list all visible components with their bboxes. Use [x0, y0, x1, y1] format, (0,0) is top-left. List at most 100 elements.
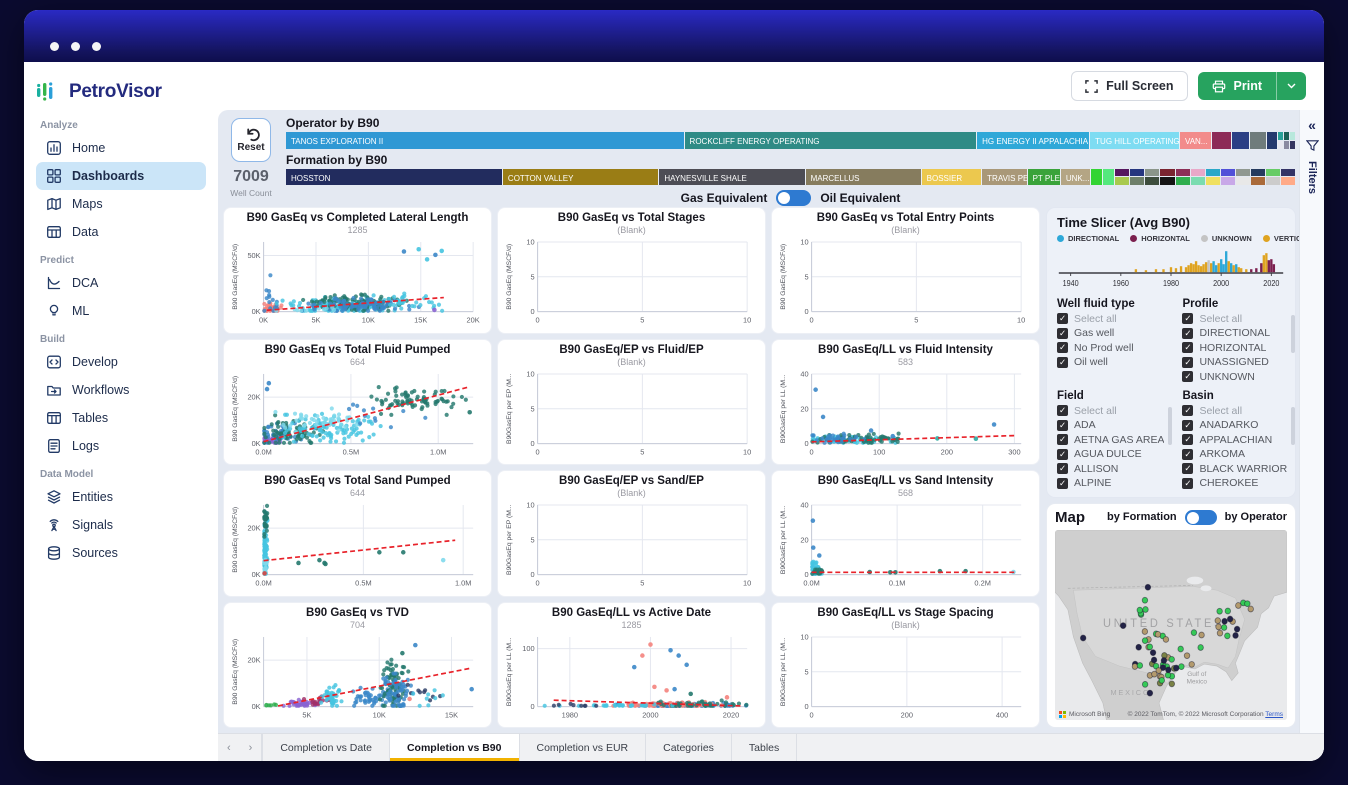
window-controls[interactable]	[50, 42, 101, 51]
reset-button[interactable]: Reset	[231, 118, 271, 162]
map-color-mode-toggle[interactable]	[1184, 509, 1217, 525]
sidebar-item-data[interactable]: Data	[36, 218, 206, 246]
filter-option-oil-well[interactable]: ✓ Oil well	[1057, 356, 1164, 368]
chevrons-left-icon[interactable]: «	[1308, 117, 1316, 133]
operator-segment[interactable]: TANOS EXPLORATION II	[286, 132, 685, 149]
sidebar-item-logs[interactable]: Logs	[36, 432, 206, 460]
operator-segment[interactable]: HG ENERGY II APPALACHIA	[977, 132, 1091, 149]
filter-option-no-prod-well[interactable]: ✓ No Prod well	[1057, 342, 1164, 354]
sidebar-item-tables[interactable]: Tables	[36, 404, 206, 432]
us-map[interactable]: UNITED STATES MEXICO Gulf of Mexico	[1055, 529, 1287, 721]
operator-segment[interactable]: ROCKCLIFF ENERGY OPERATING	[684, 132, 978, 149]
operator-segment[interactable]	[1266, 132, 1278, 149]
checked-checkbox-icon[interactable]: ✓	[1057, 313, 1068, 324]
filter-option-alpine[interactable]: ✓ ALPINE	[1057, 477, 1164, 489]
sidebar-item-maps[interactable]: Maps	[36, 190, 206, 218]
sidebar-item-dashboards[interactable]: Dashboards	[36, 162, 206, 190]
chart-card[interactable]: B90 GasEq vs Completed Lateral Length 128…	[224, 208, 491, 333]
filters-strip-label[interactable]: Filters	[1306, 161, 1318, 195]
filter-option-agua-dulce[interactable]: ✓ AGUA DULCE	[1057, 448, 1164, 460]
chart-card[interactable]: B90 GasEq vs Total Fluid Pumped 664 0.0M 0.…	[224, 339, 491, 464]
chart-card[interactable]: B90 GasEq/LL vs Stage Spacing (Blank) 0 200…	[772, 602, 1039, 727]
chart-card[interactable]: B90 GasEq vs TVD 704 5K 10K 15K 0K 20K B90 GasE…	[224, 602, 491, 727]
window-dot-icon[interactable]	[71, 42, 80, 51]
window-dot-icon[interactable]	[50, 42, 59, 51]
checked-checkbox-icon[interactable]: ✓	[1057, 419, 1068, 431]
checked-checkbox-icon[interactable]: ✓	[1057, 434, 1068, 445]
checked-checkbox-icon[interactable]: ✓	[1182, 419, 1194, 431]
tab-categories[interactable]: Categories	[646, 734, 732, 761]
formation-segment[interactable]: HOSSTON	[286, 168, 503, 185]
full-screen-button[interactable]: Full Screen	[1071, 71, 1188, 101]
chart-card[interactable]: B90 GasEq vs Total Stages (Blank) 0 5 10 0 5 10…	[498, 208, 765, 333]
filter-option-gas-well[interactable]: ✓ Gas well	[1057, 327, 1164, 339]
chart-card[interactable]: B90 GasEq vs Total Sand Pumped 644 0.0M 0.5…	[224, 471, 491, 596]
formation-segment-bar[interactable]: HOSSTON COTTON VALLEY HAYNESVILLE SHALE MAR…	[286, 168, 1295, 185]
filter-option-unknown[interactable]: ✓ UNKNOWN	[1182, 371, 1287, 383]
checked-checkbox-icon[interactable]: ✓	[1182, 327, 1194, 339]
tab-completion-vs-date[interactable]: Completion vs Date	[262, 734, 390, 761]
filter-option-arkoma[interactable]: ✓ ARKOMA	[1182, 448, 1287, 460]
formation-segment[interactable]: UNK...	[1060, 168, 1092, 185]
checked-checkbox-icon[interactable]: ✓	[1182, 434, 1194, 445]
checked-checkbox-icon[interactable]: ✓	[1057, 327, 1068, 339]
tab-completion-vs-eur[interactable]: Completion vs EUR	[520, 734, 647, 761]
filter-option-select-all[interactable]: ✓ Select all	[1182, 405, 1287, 417]
time-slicer-histogram[interactable]: 1940 1960 1980 2000 2020	[1057, 243, 1285, 289]
filter-option-select-all[interactable]: ✓ Select all	[1057, 313, 1164, 325]
sidebar-item-workflows[interactable]: Workflows	[36, 376, 206, 404]
tabs-scroll-right-icon[interactable]: ›	[240, 734, 263, 761]
formation-segment[interactable]: COTTON VALLEY	[502, 168, 660, 185]
operator-segment[interactable]: TUG HILL OPERATING	[1090, 132, 1180, 149]
tabs-scroll-left-icon[interactable]: ‹	[227, 741, 231, 754]
chart-card[interactable]: B90 GasEq/EP vs Fluid/EP (Blank) 0 5 10 0 5 10 B…	[498, 339, 765, 464]
filter-option-unassigned[interactable]: ✓ UNASSIGNED	[1182, 356, 1287, 368]
operator-segment[interactable]	[1232, 132, 1250, 149]
terms-link[interactable]: Terms	[1265, 711, 1283, 718]
formation-segment[interactable]: BOSSIER	[921, 168, 983, 185]
sidebar-item-home[interactable]: Home	[36, 134, 206, 162]
formation-segment[interactable]	[1103, 168, 1116, 185]
sidebar-item-sources[interactable]: Sources	[36, 539, 206, 567]
sidebar-item-dca[interactable]: DCA	[36, 269, 206, 297]
formation-segment[interactable]: PT PLEA...	[1027, 168, 1061, 185]
filter-option-select-all[interactable]: ✓ Select all	[1057, 405, 1164, 417]
formation-segment[interactable]	[1091, 168, 1104, 185]
filter-funnel-icon[interactable]	[1305, 139, 1319, 152]
filter-option-black-warrior[interactable]: ✓ BLACK WARRIOR	[1182, 463, 1287, 475]
checked-checkbox-icon[interactable]: ✓	[1182, 405, 1194, 416]
chart-card[interactable]: B90 GasEq/LL vs Fluid Intensity 583 0 100 20…	[772, 339, 1039, 464]
operator-segment[interactable]	[1212, 132, 1233, 149]
checked-checkbox-icon[interactable]: ✓	[1182, 477, 1194, 489]
scrollbar-thumb[interactable]	[1291, 314, 1296, 353]
sidebar-item-ml[interactable]: ML	[36, 297, 206, 325]
operator-segment[interactable]: VAN...	[1179, 132, 1213, 149]
operator-segment[interactable]	[1249, 132, 1267, 149]
filter-option-allison[interactable]: ✓ ALLISON	[1057, 463, 1164, 475]
filter-option-ada[interactable]: ✓ ADA	[1057, 419, 1164, 431]
filter-option-aetna-gas-area[interactable]: ✓ AETNA GAS AREA	[1057, 434, 1164, 446]
checked-checkbox-icon[interactable]: ✓	[1057, 448, 1068, 460]
checked-checkbox-icon[interactable]: ✓	[1182, 342, 1194, 353]
sidebar-item-entities[interactable]: Entities	[36, 483, 206, 511]
formation-segment[interactable]: TRAVIS PE...	[982, 168, 1028, 185]
operator-mosaic[interactable]	[1277, 132, 1295, 149]
filter-option-appalachian[interactable]: ✓ APPALACHIAN	[1182, 434, 1287, 446]
checked-checkbox-icon[interactable]: ✓	[1182, 448, 1194, 460]
sidebar-item-develop[interactable]: Develop	[36, 348, 206, 376]
checked-checkbox-icon[interactable]: ✓	[1182, 313, 1194, 324]
gas-oil-toggle[interactable]	[776, 190, 812, 206]
print-dropdown-button[interactable]	[1277, 72, 1306, 100]
scrollbar-thumb[interactable]	[1168, 406, 1173, 445]
checked-checkbox-icon[interactable]: ✓	[1057, 405, 1068, 416]
scrollbar-thumb[interactable]	[1291, 406, 1296, 445]
checked-checkbox-icon[interactable]: ✓	[1057, 342, 1068, 353]
filter-option-directional[interactable]: ✓ DIRECTIONAL	[1182, 327, 1287, 339]
sidebar-item-signals[interactable]: Signals	[36, 511, 206, 539]
operator-segment-bar[interactable]: TANOS EXPLORATION II ROCKCLIFF ENERGY OPE…	[286, 132, 1295, 149]
checked-checkbox-icon[interactable]: ✓	[1182, 371, 1194, 382]
checked-checkbox-icon[interactable]: ✓	[1057, 477, 1068, 489]
tab-tables[interactable]: Tables	[732, 734, 798, 761]
chart-card[interactable]: B90 GasEq/LL vs Sand Intensity 568 0.0M 0.1…	[772, 471, 1039, 596]
checked-checkbox-icon[interactable]: ✓	[1057, 463, 1068, 474]
